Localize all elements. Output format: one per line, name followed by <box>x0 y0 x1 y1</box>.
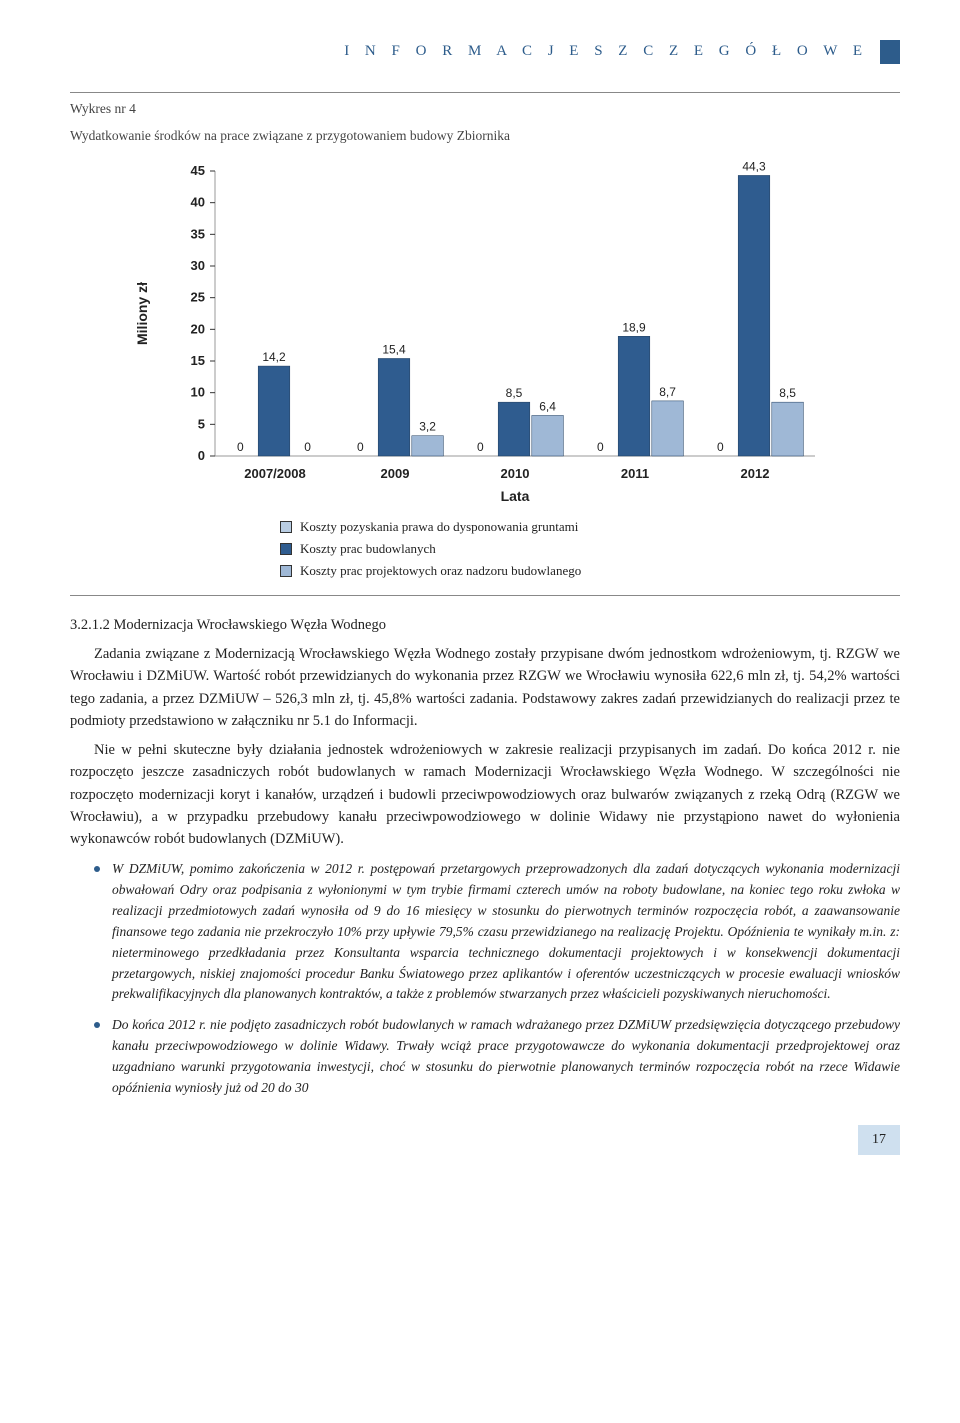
svg-text:0: 0 <box>198 448 205 463</box>
subsection-heading: 3.2.1.2 Modernizacja Wrocławskiego Węzła… <box>70 614 900 636</box>
svg-text:0: 0 <box>597 440 604 454</box>
bulleted-list: W DZMiUW, pomimo zakończenia w 2012 r. p… <box>94 859 900 1099</box>
svg-text:2010: 2010 <box>501 466 530 481</box>
chart-container: 051015202530354045Miliony zł014,202007/2… <box>125 151 845 511</box>
figure-caption-2: Wydatkowanie środków na prace związane z… <box>70 126 900 147</box>
rule-below-chart <box>70 595 900 596</box>
svg-text:6,4: 6,4 <box>539 399 556 413</box>
legend-item: Koszty prac budowlanych <box>280 539 900 559</box>
svg-text:35: 35 <box>191 226 205 241</box>
legend-label: Koszty prac budowlanych <box>300 539 436 559</box>
svg-text:15: 15 <box>191 353 205 368</box>
svg-text:5: 5 <box>198 416 205 431</box>
legend-label: Koszty pozyskania prawa do dysponowania … <box>300 517 578 537</box>
svg-text:2012: 2012 <box>741 466 770 481</box>
legend-item: Koszty pozyskania prawa do dysponowania … <box>280 517 900 537</box>
svg-text:40: 40 <box>191 195 205 210</box>
svg-text:25: 25 <box>191 290 205 305</box>
svg-text:15,4: 15,4 <box>382 342 406 356</box>
page-number: 17 <box>858 1125 900 1155</box>
svg-text:45: 45 <box>191 163 205 178</box>
svg-text:8,5: 8,5 <box>779 386 796 400</box>
svg-text:Miliony zł: Miliony zł <box>134 282 150 345</box>
svg-text:0: 0 <box>237 440 244 454</box>
svg-text:0: 0 <box>357 440 364 454</box>
svg-text:20: 20 <box>191 321 205 336</box>
legend-item: Koszty prac projektowych oraz nadzoru bu… <box>280 561 900 581</box>
legend-swatch <box>280 543 292 555</box>
svg-text:2011: 2011 <box>621 466 649 481</box>
section-header-block <box>880 40 900 64</box>
legend-swatch <box>280 565 292 577</box>
svg-text:0: 0 <box>304 440 311 454</box>
figure-caption-1: Wykres nr 4 <box>70 99 900 120</box>
paragraph: Zadania związane z Modernizacją Wrocławs… <box>70 643 900 733</box>
svg-text:18,9: 18,9 <box>622 320 646 334</box>
svg-text:2009: 2009 <box>381 466 410 481</box>
svg-text:30: 30 <box>191 258 205 273</box>
svg-text:8,7: 8,7 <box>659 385 676 399</box>
body-text: 3.2.1.2 Modernizacja Wrocławskiego Węzła… <box>70 614 900 1099</box>
svg-text:2007/2008: 2007/2008 <box>244 466 305 481</box>
svg-text:0: 0 <box>717 440 724 454</box>
paragraph: Nie w pełni skuteczne były działania jed… <box>70 739 900 851</box>
section-header-label: I N F O R M A C J E S Z C Z E G Ó Ł O W … <box>344 40 880 63</box>
legend-swatch <box>280 521 292 533</box>
chart-legend: Koszty pozyskania prawa do dysponowania … <box>280 517 900 581</box>
list-item: Do końca 2012 r. nie podjęto zasadniczyc… <box>94 1015 900 1099</box>
svg-text:0: 0 <box>477 440 484 454</box>
svg-text:10: 10 <box>191 385 205 400</box>
rule-top <box>70 92 900 93</box>
svg-text:8,5: 8,5 <box>506 386 523 400</box>
svg-text:14,2: 14,2 <box>262 350 286 364</box>
svg-text:3,2: 3,2 <box>419 420 436 434</box>
svg-text:44,3: 44,3 <box>742 159 766 173</box>
legend-label: Koszty prac projektowych oraz nadzoru bu… <box>300 561 581 581</box>
bar-chart: 051015202530354045Miliony zł014,202007/2… <box>125 151 845 511</box>
list-item: W DZMiUW, pomimo zakończenia w 2012 r. p… <box>94 859 900 1005</box>
section-header: I N F O R M A C J E S Z C Z E G Ó Ł O W … <box>70 40 900 64</box>
svg-text:Lata: Lata <box>501 488 530 504</box>
